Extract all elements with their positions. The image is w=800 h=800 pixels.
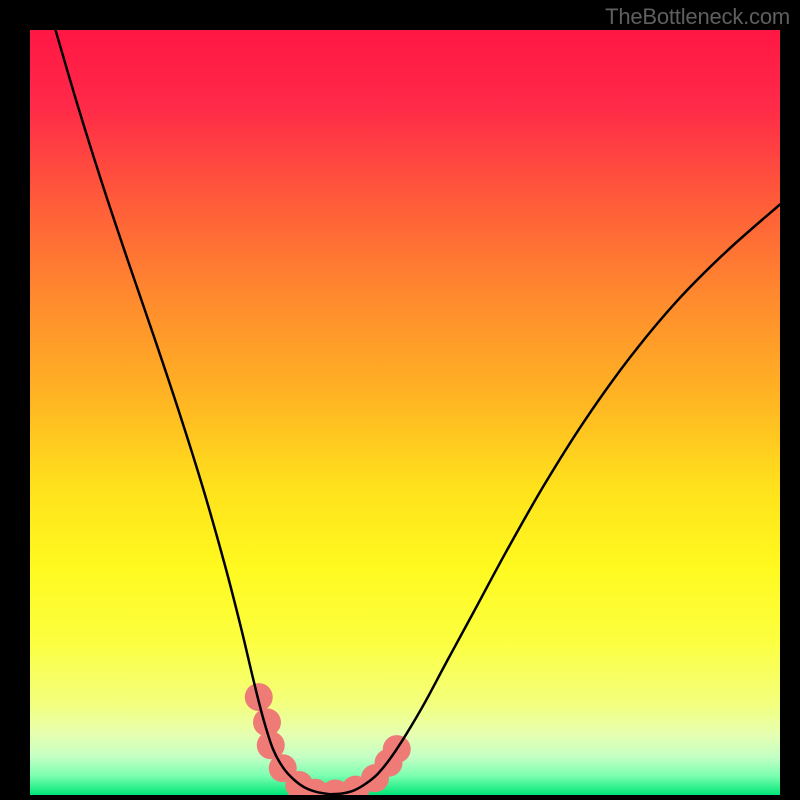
plot-area bbox=[30, 30, 780, 795]
chart-canvas: TheBottleneck.com bbox=[0, 0, 800, 800]
gradient-background bbox=[30, 30, 780, 795]
watermark-text: TheBottleneck.com bbox=[605, 4, 790, 30]
plot-svg bbox=[30, 30, 780, 795]
